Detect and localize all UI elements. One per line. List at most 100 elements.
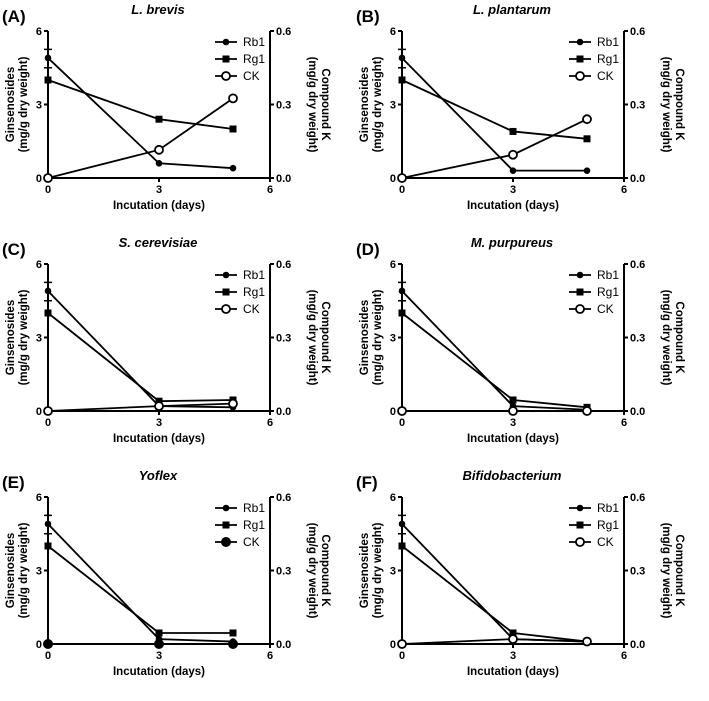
series-line-rg1 (401, 79, 588, 140)
x-tick-label: 3 (510, 650, 516, 662)
x-tick-label: 0 (45, 184, 51, 196)
legend-label: Rb1 (597, 268, 619, 282)
series-line-rb1 (401, 290, 588, 411)
data-point-ck (397, 406, 407, 416)
x-tick-label: 3 (156, 650, 162, 662)
x-tick-label: 6 (267, 417, 273, 429)
data-point-rg1 (229, 629, 237, 637)
data-point-rg1 (509, 127, 517, 135)
x-tick-label: 0 (399, 650, 405, 662)
data-point-ck (582, 114, 592, 125)
y-tick-label-left: 3 (390, 100, 396, 112)
y-tick-label-right: 0.3 (630, 333, 645, 345)
legend-label: Rg1 (243, 518, 265, 532)
legend-label: CK (597, 302, 614, 316)
legend-marker (576, 521, 584, 529)
legend-label: Rg1 (597, 52, 619, 66)
y-tick-label-right: 0.6 (630, 259, 645, 271)
legend-marker (222, 504, 230, 512)
series-line-rb1 (47, 523, 234, 643)
series-line-rg1 (401, 312, 588, 409)
legend-label: Rb1 (243, 35, 265, 49)
legend-label: Rg1 (597, 285, 619, 299)
y-axis-label-right: Compound K (673, 301, 685, 374)
data-point-ck (154, 144, 164, 155)
y-tick-label-left: 0 (36, 639, 42, 651)
legend-label: CK (243, 535, 260, 549)
y-axis-label-right: (mg/g dry weight) (660, 523, 672, 619)
data-point-rg1 (44, 76, 52, 84)
y-tick-label-right: 0.3 (276, 100, 291, 112)
series-line-rb1 (47, 290, 234, 409)
y-tick-label-right: 0.3 (630, 566, 645, 578)
data-point-ck (582, 406, 592, 416)
y-axis-label-right: (mg/g dry weight) (306, 523, 318, 619)
y-axis-label-left: Ginsenosides (359, 300, 371, 375)
legend-label: Rb1 (243, 501, 265, 515)
y-axis-label-right: Compound K (319, 534, 331, 607)
legend-marker (222, 38, 230, 46)
y-tick-label-right: 0.0 (630, 406, 645, 418)
legend-marker (576, 271, 584, 279)
y-axis-label-left: Ginsenosides (5, 533, 17, 608)
y-tick-label-left: 3 (36, 100, 42, 112)
y-tick-label-left: 6 (390, 492, 396, 504)
y-axis-label-right: Compound K (673, 534, 685, 607)
y-axis-label-left: Ginsenosides (5, 300, 17, 375)
data-point-ck (508, 406, 518, 416)
data-point-rg1 (155, 629, 163, 637)
panel-title: L. brevis (131, 2, 184, 17)
y-tick-label-right: 0.0 (630, 173, 645, 185)
legend-marker (221, 537, 231, 547)
y-axis-label-left: Ginsenosides (359, 533, 371, 608)
data-point-ck (228, 93, 238, 104)
y-axis-label-right: (mg/g dry weight) (306, 290, 318, 386)
series-line-rg1 (401, 545, 588, 643)
data-point-ck (228, 639, 238, 649)
legend-label: Rg1 (243, 285, 265, 299)
data-point-ck (43, 406, 53, 416)
x-tick-label: 0 (45, 650, 51, 662)
x-tick-label: 3 (156, 184, 162, 196)
legend-label: CK (243, 69, 260, 83)
data-point-rg1 (398, 76, 406, 84)
y-tick-label-left: 3 (390, 333, 396, 345)
data-point-ck (154, 401, 164, 412)
x-tick-label: 3 (510, 417, 516, 429)
series-line-rg1 (47, 79, 234, 130)
panel-label: (B) (356, 7, 380, 26)
y-tick-label-left: 0 (390, 406, 396, 418)
data-point-rg1 (44, 542, 52, 550)
legend-label: CK (597, 69, 614, 83)
y-tick-label-left: 6 (390, 26, 396, 38)
x-axis-label: Incutation (days) (467, 433, 559, 445)
legend-marker (221, 71, 231, 81)
y-axis-label-right: (mg/g dry weight) (306, 57, 318, 153)
legend-label: CK (243, 302, 260, 316)
legend-marker (575, 71, 585, 81)
legend-marker (575, 537, 585, 547)
y-tick-label-left: 0 (390, 639, 396, 651)
data-point-rb1 (155, 160, 163, 167)
y-tick-label-left: 6 (36, 259, 42, 271)
panel-label: (C) (2, 240, 26, 259)
data-point-ck (228, 398, 238, 409)
x-axis-label: Incutation (days) (467, 666, 559, 678)
y-tick-label-left: 0 (36, 173, 42, 185)
y-tick-label-left: 0 (36, 406, 42, 418)
y-tick-label-left: 0 (390, 173, 396, 185)
panel-label: (E) (2, 473, 25, 492)
x-tick-label: 6 (621, 417, 627, 429)
series-line-rb1 (401, 523, 588, 643)
y-tick-label-right: 0.6 (276, 492, 291, 504)
data-point-rb1 (509, 167, 517, 174)
y-axis-label-left: Ginsenosides (359, 67, 371, 142)
y-tick-label-right: 0.0 (630, 639, 645, 651)
legend-label: Rg1 (597, 518, 619, 532)
legend-marker (222, 55, 230, 63)
data-point-ck (582, 636, 592, 647)
